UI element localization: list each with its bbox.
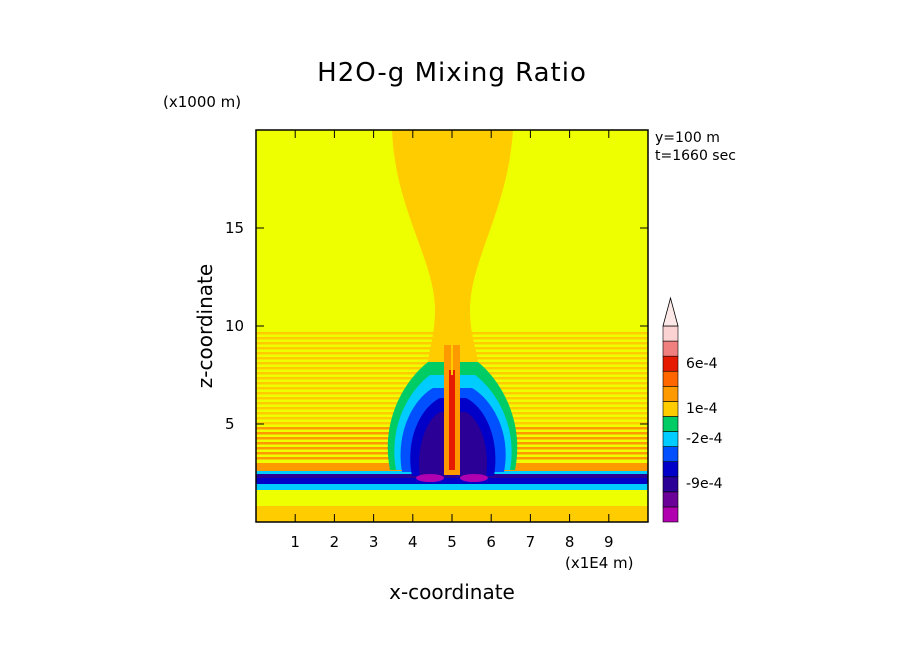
x-tick-label: 2 xyxy=(329,533,340,551)
colorbar-swatch xyxy=(662,506,679,523)
colorbar-swatch xyxy=(662,355,679,372)
colorbar-label: 1e-4 xyxy=(686,400,718,417)
colorbar-swatch xyxy=(662,401,679,417)
annotation-y: y=100 m xyxy=(655,130,720,146)
colorbar-swatch xyxy=(662,491,679,508)
colorbar-overflow-arrow xyxy=(662,296,679,327)
colorbar xyxy=(662,296,679,523)
x-tick-label: 1 xyxy=(290,533,300,551)
y-tick-label: 15 xyxy=(225,219,245,237)
x-tick-label: 6 xyxy=(486,533,496,551)
y-tick-label: 5 xyxy=(225,415,235,433)
colorbar-label: -9e-4 xyxy=(686,476,723,493)
storm-navy-right xyxy=(458,412,487,476)
colorbar-swatch xyxy=(662,476,679,493)
colorbar-swatch xyxy=(662,370,679,387)
x-tick-label: 8 xyxy=(564,533,575,551)
annotation-t: t=1660 sec xyxy=(655,148,736,164)
colorbar-swatch xyxy=(662,416,679,432)
y-axis-label: z-coordinate xyxy=(193,263,217,389)
colorbar-swatch xyxy=(662,446,679,462)
colorbar-label: 6e-4 xyxy=(686,355,718,372)
band-navy xyxy=(256,474,648,478)
colorbar-swatch xyxy=(662,431,679,447)
chart-title: H2O-g Mixing Ratio xyxy=(317,58,587,88)
updraft-yellow xyxy=(451,345,453,375)
storm-purple-left xyxy=(416,474,444,482)
band-cyan xyxy=(256,484,648,490)
x-tick-label: 4 xyxy=(408,533,418,551)
colorbar-swatch xyxy=(662,461,679,478)
colorbar-swatch xyxy=(662,340,679,357)
x-tick-label: 9 xyxy=(604,533,614,551)
colorbar-label: -2e-4 xyxy=(686,431,723,448)
x-tick-label: 5 xyxy=(447,533,457,551)
colorbar-swatch xyxy=(662,386,679,402)
band-blue xyxy=(256,478,648,484)
colorbar-swatch xyxy=(662,325,679,342)
updraft-red xyxy=(449,370,455,470)
y-tick-label: 10 xyxy=(225,317,245,335)
lower-band-yellow xyxy=(256,490,648,506)
lower-band-orange xyxy=(256,505,648,522)
plume-upper xyxy=(392,130,513,372)
axis-ticks xyxy=(256,130,648,522)
x-tick-label: 7 xyxy=(525,533,536,551)
x-axis-unit: (x1E4 m) xyxy=(565,554,634,572)
storm-purple-right xyxy=(460,474,488,482)
y-axis-unit: (x1000 m) xyxy=(163,93,242,111)
x-axis-label: x-coordinate xyxy=(389,580,515,604)
storm-navy-left xyxy=(419,412,448,476)
contour-field xyxy=(256,130,648,522)
x-tick-label: 3 xyxy=(368,533,379,551)
